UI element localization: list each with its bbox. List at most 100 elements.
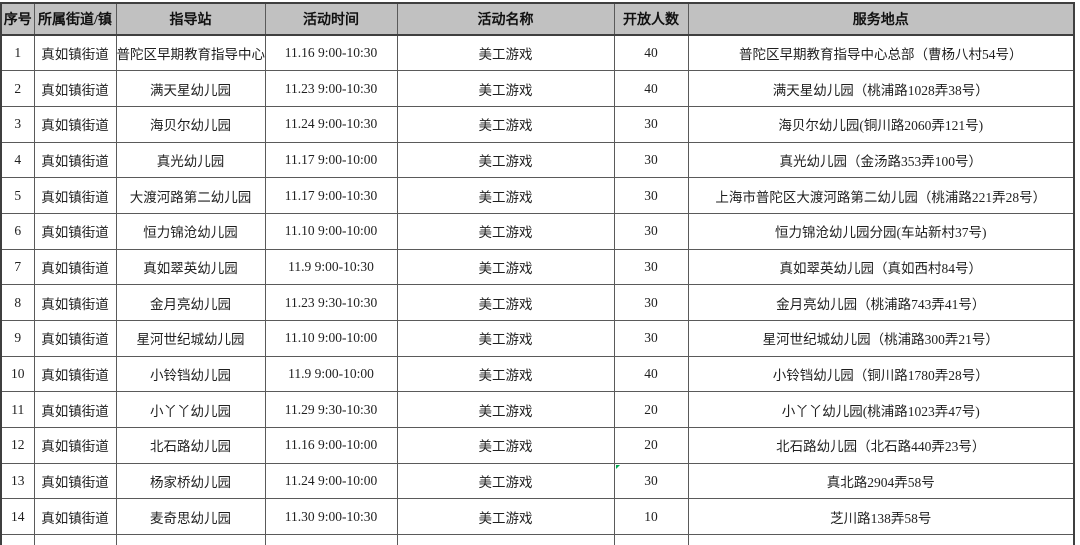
cell-capacity: 30 [613,320,689,357]
table-row: 13 真如镇街道 杨家桥幼儿园 11.24 9:00-10:00 美工游戏 30… [0,462,1075,500]
cell-station: 恒力锦沧幼儿园 [115,212,266,250]
cell-capacity: 40 [613,355,689,393]
cell-station: 北石路幼儿园 [115,427,266,464]
cell-location: 普陀区早期教育指导中心总部（曹杨八村54号） [687,34,1075,72]
cell-location: 星河世纪城幼儿园（桃浦路300弄21号） [687,320,1075,357]
cell-activity: 美工游戏 [396,355,615,393]
cell-seq [0,534,35,545]
cell-station: 麦奇思幼儿园 [115,498,266,536]
cell-location: 芝川路138弄58号 [687,498,1075,536]
cell-station: 金月亮幼儿园 [115,284,266,321]
cell-time: 11.29 9:30-10:30 [264,391,398,429]
cell-location: 金月亮幼儿园（桃浦路743弄41号） [687,284,1075,321]
cell-capacity: 30 [613,462,689,500]
cell-activity: 美工游戏 [396,248,615,286]
cell-activity: 美工游戏 [396,391,615,429]
cell-station: 星河世纪城幼儿园 [115,320,266,357]
cell-station: 小丫丫幼儿园 [115,391,266,429]
cell-location: 海贝尔幼儿园(铜川路2060弄121号) [687,105,1075,143]
cell-seq: 4 [0,141,35,179]
cell-location: 真北路2904弄58号 [687,462,1075,500]
cell-district: 真如镇街道 [33,462,117,500]
cell-capacity: 30 [613,248,689,286]
cell-time: 11.9 9:00-10:30 [264,248,398,286]
cell-seq: 7 [0,248,35,286]
cell-time: 11.10 9:00-10:00 [264,320,398,357]
cell-district: 真如镇街道 [33,427,117,464]
cell-capacity: 30 [613,177,689,214]
cell-seq: 1 [0,34,35,72]
table-row: 4 真如镇街道 真光幼儿园 11.17 9:00-10:00 美工游戏 30 真… [0,141,1075,179]
cell-station [115,534,266,545]
cell-seq: 9 [0,320,35,357]
cell-station: 小铃铛幼儿园 [115,355,266,393]
cell-district: 真如镇街道 [33,248,117,286]
cell-district: 真如镇街道 [33,70,117,107]
cell-station: 普陀区早期教育指导中心 [115,34,266,72]
cell-activity: 美工游戏 [396,177,615,214]
header-seq: 序号 [0,2,35,36]
header-time: 活动时间 [264,2,398,36]
cell-capacity: 30 [613,212,689,250]
cell-station: 杨家桥幼儿园 [115,462,266,500]
cell-time: 11.23 9:00-10:30 [264,70,398,107]
cell-district [33,534,117,545]
cell-district: 真如镇街道 [33,355,117,393]
cell-location: 北石路幼儿园（北石路440弄23号） [687,427,1075,464]
cell-seq: 5 [0,177,35,214]
cell-activity: 美工游戏 [396,498,615,536]
cell-activity: 美工游戏 [396,70,615,107]
cell-time: 11.17 9:00-10:30 [264,177,398,214]
cell-seq: 10 [0,355,35,393]
header-activity: 活动名称 [396,2,615,36]
cell-district: 真如镇街道 [33,391,117,429]
header-capacity: 开放人数 [613,2,689,36]
cell-activity: 美工游戏 [396,427,615,464]
cell-location: 小丫丫幼儿园(桃浦路1023弄47号) [687,391,1075,429]
cell-district: 真如镇街道 [33,498,117,536]
cell-time: 11.24 9:00-10:00 [264,462,398,500]
cell-location: 恒力锦沧幼儿园分园(车站新村37号) [687,212,1075,250]
header-district: 所属街道/镇 [33,2,117,36]
header-location: 服务地点 [687,2,1075,36]
header-row: 序号 所属街道/镇 指导站 活动时间 活动名称 开放人数 服务地点 [0,2,1075,36]
cell-capacity-value: 30 [644,473,658,489]
cell-time: 11.9 9:00-10:00 [264,355,398,393]
cell-capacity: 10 [613,498,689,536]
cell-activity: 美工游戏 [396,320,615,357]
cell-district: 真如镇街道 [33,105,117,143]
cell-seq: 2 [0,70,35,107]
cell-activity: 美工游戏 [396,34,615,72]
cell-capacity: 30 [613,105,689,143]
cell-capacity [613,534,689,545]
cell-capacity: 40 [613,70,689,107]
cell-station: 真如翠英幼儿园 [115,248,266,286]
cell-time: 11.10 9:00-10:00 [264,212,398,250]
cell-activity: 美工游戏 [396,212,615,250]
table-row: 6 真如镇街道 恒力锦沧幼儿园 11.10 9:00-10:00 美工游戏 30… [0,212,1075,250]
cell-time: 11.16 9:00-10:00 [264,427,398,464]
cell-seq: 3 [0,105,35,143]
cell-location: 满天星幼儿园（桃浦路1028弄38号） [687,70,1075,107]
table-row: 14 真如镇街道 麦奇思幼儿园 11.30 9:00-10:30 美工游戏 10… [0,498,1075,536]
cell-location: 上海市普陀区大渡河路第二幼儿园（桃浦路221弄28号） [687,177,1075,214]
table-row: 8 真如镇街道 金月亮幼儿园 11.23 9:30-10:30 美工游戏 30 … [0,284,1075,321]
cell-station: 真光幼儿园 [115,141,266,179]
cell-seq: 12 [0,427,35,464]
cell-seq: 13 [0,462,35,500]
table-row: 9 真如镇街道 星河世纪城幼儿园 11.10 9:00-10:00 美工游戏 3… [0,320,1075,357]
cell-activity: 美工游戏 [396,105,615,143]
table-row: 7 真如镇街道 真如翠英幼儿园 11.9 9:00-10:30 美工游戏 30 … [0,248,1075,286]
cell-time: 11.30 9:00-10:30 [264,498,398,536]
table-row: 11 真如镇街道 小丫丫幼儿园 11.29 9:30-10:30 美工游戏 20… [0,391,1075,429]
cell-capacity: 20 [613,427,689,464]
cell-flag-marker-icon [615,464,620,469]
cell-location: 真如翠英幼儿园（真如西村84号） [687,248,1075,286]
cell-location: 真光幼儿园（金汤路353弄100号） [687,141,1075,179]
cell-seq: 14 [0,498,35,536]
cell-activity: 美工游戏 [396,462,615,500]
table-row: 1 真如镇街道 普陀区早期教育指导中心 11.16 9:00-10:30 美工游… [0,34,1075,72]
table-row: 3 真如镇街道 海贝尔幼儿园 11.24 9:00-10:30 美工游戏 30 … [0,105,1075,143]
